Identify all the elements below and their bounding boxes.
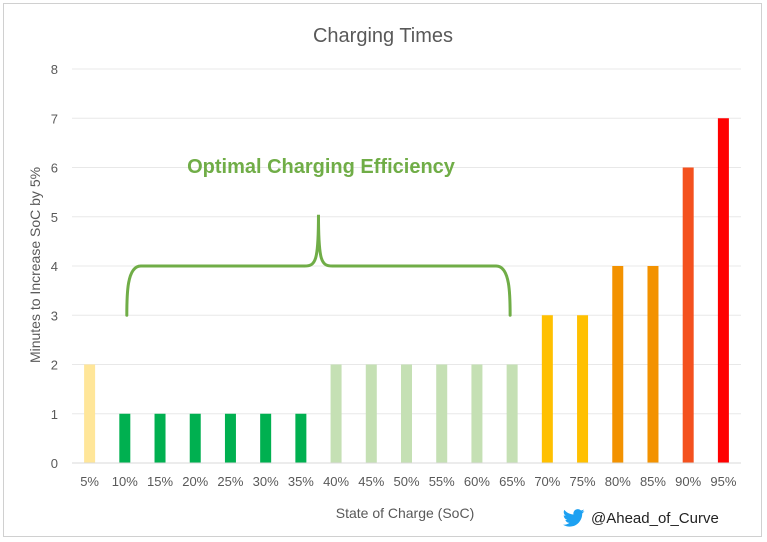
x-tick-label: 55% [429, 474, 455, 489]
x-tick-label: 80% [605, 474, 631, 489]
optimal-efficiency-annotation: Optimal Charging Efficiency [187, 156, 456, 178]
bar [401, 364, 412, 463]
x-tick-label: 45% [358, 474, 384, 489]
bar [717, 118, 729, 463]
bar [577, 315, 589, 463]
y-tick-label: 5 [51, 210, 58, 225]
y-axis-ticks: 0 1 2 3 4 5 6 7 8 [51, 62, 58, 471]
bar [365, 364, 377, 463]
bar [189, 413, 201, 463]
bar [330, 364, 342, 463]
x-tick-label: 35% [288, 474, 314, 489]
bar [647, 266, 659, 463]
x-tick-label: 30% [253, 474, 279, 489]
gridlines [72, 68, 741, 415]
bar [119, 413, 131, 463]
x-axis-label: State of Charge (SoC) [336, 505, 475, 521]
x-tick-label: 40% [323, 474, 349, 489]
x-axis-ticks: 5% 10% 15% 20% 25% 30% 35% 40% 45% 50% 55% 60% 65% 70… [80, 474, 737, 489]
x-tick-label: 85% [640, 474, 666, 489]
x-tick-label: 5% [80, 474, 99, 489]
x-tick-label: 65% [499, 474, 525, 489]
bar [436, 364, 448, 463]
x-tick-label: 60% [464, 474, 490, 489]
y-tick-label: 7 [51, 111, 58, 126]
y-axis-label: Minutes to Increase SoC by 5% [27, 167, 43, 363]
bar [612, 266, 624, 463]
bar [154, 413, 166, 463]
y-tick-label: 1 [51, 407, 58, 422]
x-tick-label: 70% [534, 474, 560, 489]
x-tick-label: 90% [675, 474, 701, 489]
bar [506, 364, 518, 463]
bars [84, 118, 729, 463]
x-tick-label: 75% [570, 474, 596, 489]
y-tick-label: 6 [51, 161, 58, 176]
bar [84, 364, 96, 463]
bar [295, 413, 307, 463]
x-tick-label: 10% [112, 474, 138, 489]
twitter-handle: @Ahead_of_Curve [591, 509, 719, 527]
chart-title: Charging Times [313, 25, 453, 47]
x-tick-label: 25% [217, 474, 243, 489]
bar [260, 413, 272, 463]
y-tick-label: 2 [51, 358, 58, 373]
bar [541, 315, 553, 463]
x-tick-label: 20% [182, 474, 208, 489]
twitter-bird-icon [563, 509, 585, 527]
y-tick-label: 8 [51, 62, 58, 77]
x-tick-label: 15% [147, 474, 173, 489]
bar [471, 364, 483, 463]
y-tick-label: 0 [51, 456, 58, 471]
x-tick-label: 95% [710, 474, 736, 489]
y-tick-label: 3 [51, 308, 58, 323]
bar [682, 167, 694, 463]
x-tick-label: 50% [393, 474, 419, 489]
y-tick-label: 4 [51, 259, 58, 274]
bar [224, 413, 236, 463]
efficiency-brace [125, 214, 512, 317]
twitter-credit: @Ahead_of_Curve [563, 509, 719, 527]
